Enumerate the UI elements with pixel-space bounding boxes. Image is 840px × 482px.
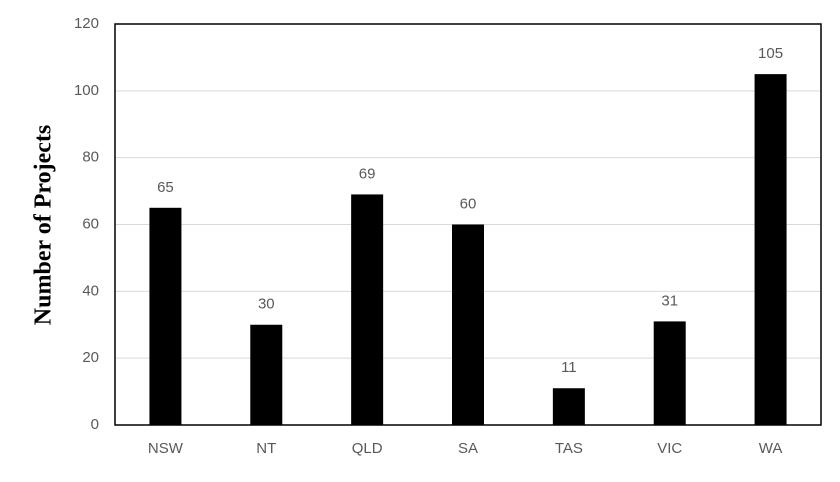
bar bbox=[552, 388, 585, 425]
x-tick-label: QLD bbox=[352, 440, 383, 457]
y-tick-label: 20 bbox=[82, 349, 99, 366]
y-tick-label: 60 bbox=[82, 215, 99, 232]
data-label: 69 bbox=[359, 165, 376, 182]
data-label: 11 bbox=[561, 359, 577, 376]
bar bbox=[452, 224, 484, 425]
y-tick-label: 0 bbox=[91, 416, 99, 433]
x-tick-label: SA bbox=[458, 440, 478, 457]
bar bbox=[149, 207, 182, 425]
x-tick-label: NSW bbox=[148, 440, 184, 457]
y-axis-label: Number of Projects bbox=[31, 125, 57, 325]
x-tick-label: TAS bbox=[555, 440, 583, 457]
data-label: 65 bbox=[157, 179, 174, 196]
y-tick-label: 120 bbox=[74, 15, 99, 32]
data-label: 60 bbox=[460, 195, 477, 212]
data-label: 30 bbox=[258, 296, 275, 313]
x-tick-label: WA bbox=[759, 440, 783, 457]
x-tick-label: VIC bbox=[657, 440, 682, 457]
x-tick-label: NT bbox=[256, 440, 276, 457]
data-label: 105 bbox=[758, 45, 783, 62]
y-tick-label: 80 bbox=[82, 149, 99, 166]
y-tick-label: 100 bbox=[74, 82, 99, 99]
y-tick-label: 40 bbox=[82, 282, 99, 299]
bar bbox=[351, 194, 384, 425]
bar bbox=[754, 74, 787, 425]
bar bbox=[250, 324, 283, 425]
data-label: 31 bbox=[661, 292, 678, 309]
bar bbox=[653, 321, 686, 425]
